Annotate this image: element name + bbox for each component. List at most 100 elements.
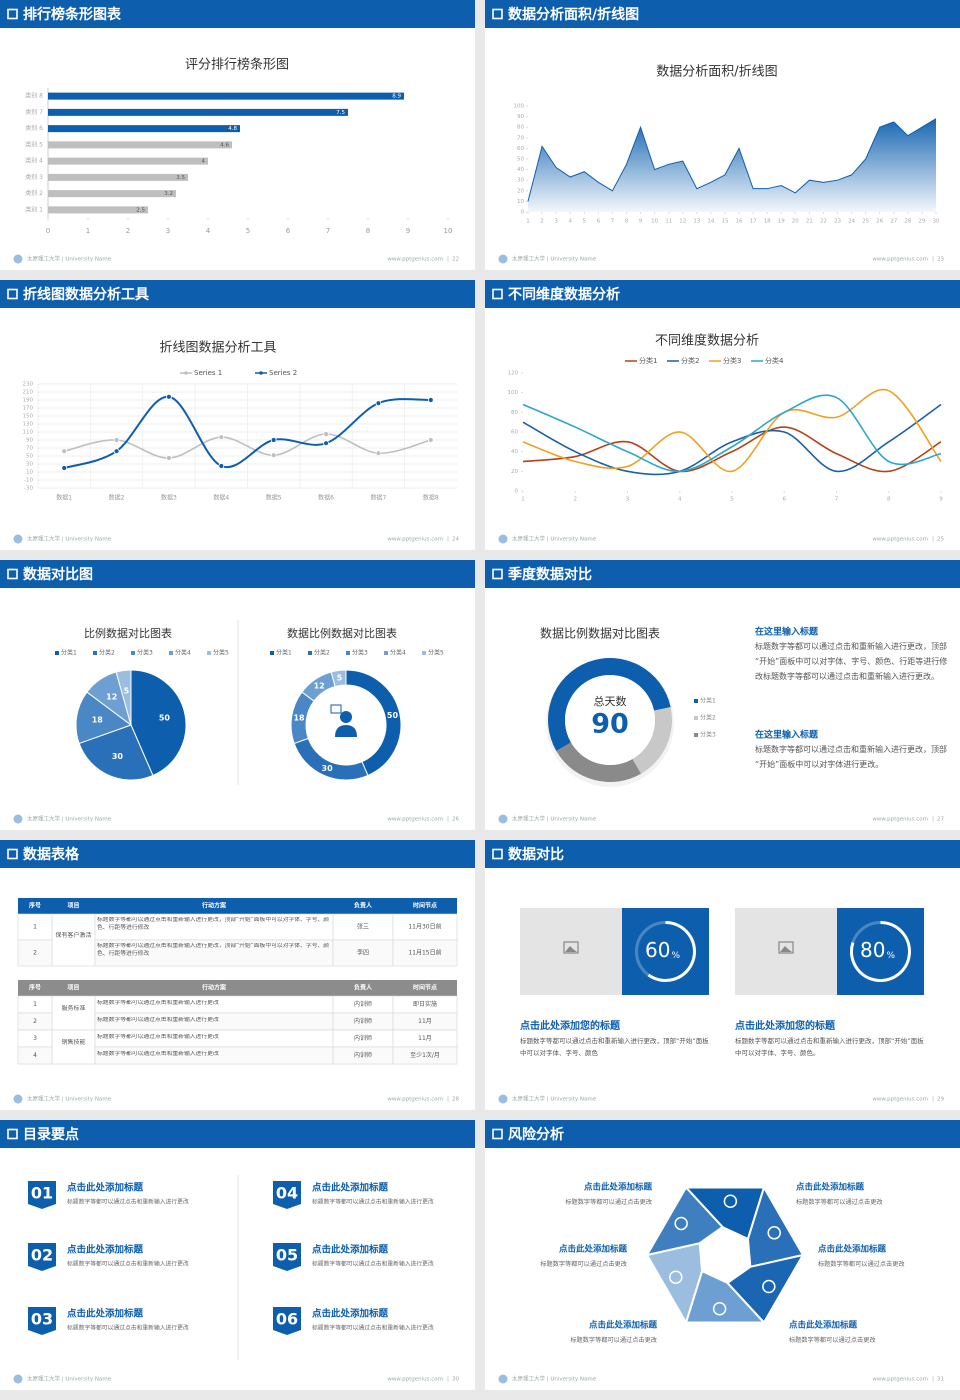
image-icon — [563, 941, 579, 954]
x-tick-label: 6 — [597, 219, 601, 225]
header-icon — [7, 288, 18, 300]
item-text: 标题数字等都可以通过点击和重新输入进行更改 — [67, 1260, 189, 1268]
footer-url: www.pptgenius.com — [872, 257, 928, 263]
x-tick-label: 8 — [625, 219, 629, 225]
point — [113, 448, 120, 455]
header-icon — [492, 288, 503, 300]
slide-title: 数据对比 — [508, 846, 564, 863]
value-label: 8.9 — [392, 94, 401, 100]
action-cell: 标题数字等都可以通过点击和重新输入进行更改 — [97, 1034, 219, 1040]
table-cell: 4 — [33, 1052, 37, 1059]
table-cell: 内训师 — [354, 1000, 372, 1008]
x-tick-label: 14 — [707, 219, 714, 225]
header-cell: 行动方案 — [201, 902, 227, 910]
y-tick-label: 60 — [511, 430, 518, 436]
group-cell-box: 服务标准 — [61, 1005, 85, 1012]
header-icon — [492, 848, 503, 860]
category-label: 类别 2 — [25, 189, 43, 197]
bar — [48, 157, 208, 165]
y-tick-label: 30 — [517, 178, 524, 184]
legend-swatch — [131, 651, 135, 655]
x-tick-label: 18 — [764, 219, 771, 225]
gauge-unit: % — [887, 951, 896, 961]
legend-label: 分类3 — [137, 649, 153, 657]
x-tick-label: 19 — [778, 219, 785, 225]
x-tick-label: 数据6 — [318, 494, 334, 502]
bar — [48, 206, 148, 214]
table-cell: 内训师 — [354, 1017, 372, 1025]
slide-title: 排行榜条形图表 — [23, 6, 122, 23]
series-line — [63, 395, 431, 469]
slice-label: 12 — [106, 692, 117, 701]
legend-label: 分类1 — [700, 697, 716, 705]
footer-url: www.pptgenius.com — [387, 537, 443, 543]
footer-url: www.pptgenius.com — [387, 817, 443, 823]
slice — [115, 669, 132, 726]
bar — [48, 190, 176, 198]
cell — [392, 939, 458, 967]
slice-label: 12 — [314, 681, 325, 690]
gauge-arc — [850, 921, 911, 982]
footer-school: 太原理工大学 | University Name — [512, 815, 597, 823]
item-heading: 点击此处添加标题 — [818, 1244, 887, 1255]
y-tick-label: -30 — [24, 486, 33, 492]
header-icon — [7, 568, 18, 580]
image-icon-mountain — [780, 946, 792, 952]
block-text-box: 标题数字等都可以通过点击和重新输入进行更改，顶部“开始”面板中可以对字体进行更改… — [755, 745, 947, 769]
slice-label: 18 — [92, 715, 104, 724]
cell — [17, 1046, 53, 1065]
x-tick-label: 5 — [246, 227, 250, 235]
legend-label: 分类2 — [681, 356, 699, 365]
point — [270, 437, 277, 443]
group-cell-box: 销售技能 — [61, 1039, 85, 1046]
series-line — [522, 394, 942, 473]
table-cell: 张三 — [357, 923, 369, 931]
ring-segment — [556, 742, 641, 782]
ring-hole — [565, 675, 655, 765]
table-cell: 1 — [33, 1001, 37, 1008]
item-heading: 点击此处添加标题 — [67, 1308, 144, 1320]
header-icon — [492, 1128, 503, 1140]
item-heading: 点击此处添加标题 — [796, 1182, 865, 1193]
segment-icon — [669, 1270, 683, 1284]
number-badge — [273, 1243, 301, 1271]
legend-label: 分类4 — [175, 649, 191, 657]
page-number: 29 — [937, 1097, 944, 1103]
badge-number: 02 — [31, 1246, 53, 1265]
y-tick-label: 150 — [23, 414, 34, 420]
x-tick-label: 26 — [876, 219, 883, 225]
y-tick-label: 230 — [23, 382, 34, 388]
table-cell: 内训师 — [354, 1034, 372, 1042]
x-tick-label: 2 — [126, 227, 130, 235]
table-cell: 3 — [33, 1035, 37, 1042]
bar — [48, 92, 404, 100]
page-number: 22 — [452, 257, 459, 263]
x-tick-label: 3 — [166, 227, 170, 235]
legend-swatch — [422, 651, 426, 655]
badge-number: 03 — [31, 1310, 53, 1329]
slice-label: 5 — [337, 673, 343, 682]
legend-swatch — [694, 733, 698, 737]
legend-swatch — [55, 651, 59, 655]
chart-title: 数据比例数据对比图表 — [540, 626, 660, 641]
footer-url: www.pptgenius.com — [387, 1097, 443, 1103]
legend-swatch — [694, 699, 698, 703]
x-tick-label: 1 — [526, 219, 530, 225]
point — [166, 393, 172, 400]
footer-school: 太原理工大学 | University Name — [512, 1095, 597, 1103]
x-tick-label: 27 — [890, 219, 897, 225]
table-cell: 内训师 — [354, 1051, 372, 1059]
value-label: 2.5 — [136, 207, 145, 213]
header-bar — [485, 840, 960, 868]
legend-label: 分类3 — [700, 731, 716, 739]
group-cell-box: 保有客户激活 — [55, 932, 91, 939]
y-tick-label: 60 — [517, 146, 524, 152]
table-cell: 2 — [33, 950, 37, 957]
block-heading: 在这里输入标题 — [755, 729, 819, 741]
